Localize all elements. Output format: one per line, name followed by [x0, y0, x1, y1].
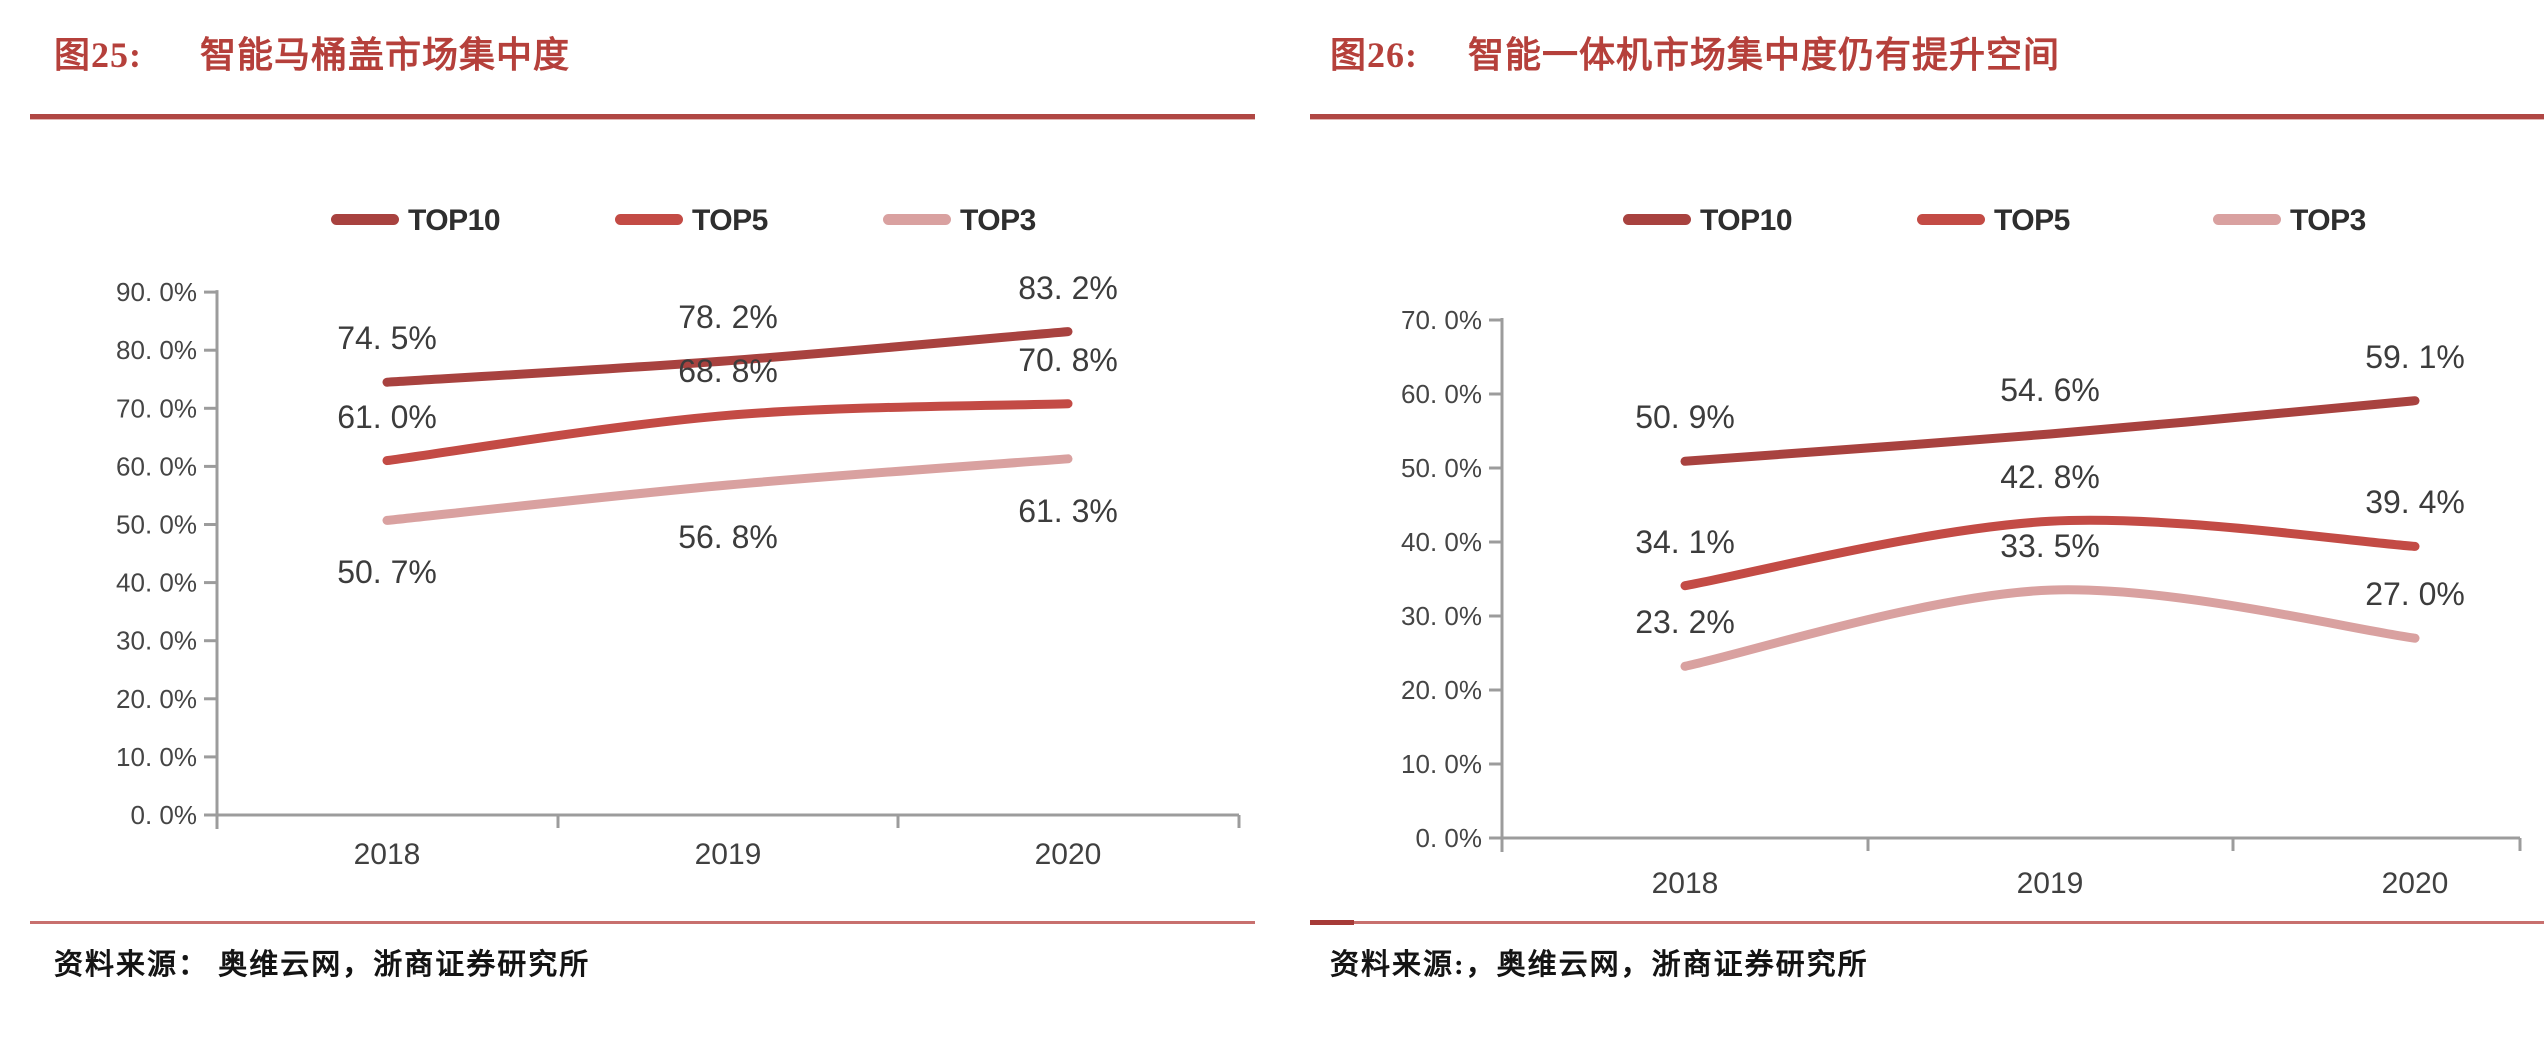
title-underline-rule	[30, 114, 1255, 120]
y-tick-label: 60. 0%	[1401, 379, 1482, 409]
legend-item-top5: TOP5	[615, 204, 768, 238]
y-tick-label: 40. 0%	[1401, 527, 1482, 557]
top10-line	[382, 327, 1073, 387]
figure-25-number: 图25:	[54, 35, 142, 75]
top10-data-label: 83. 2%	[1018, 270, 1118, 306]
footer-divider-rule	[30, 921, 1255, 924]
x-category-label: 2020	[1035, 838, 1102, 871]
legend-item-top3: TOP3	[2213, 204, 2366, 238]
top10-line	[1680, 396, 2420, 466]
top10-line-swatch	[1623, 213, 1691, 225]
legend-label-top3: TOP3	[2290, 204, 2366, 237]
y-tick-label: 80. 0%	[116, 335, 197, 365]
legend-label-top10: TOP10	[1700, 204, 1793, 237]
figure-25-title: 智能马桶盖市场集中度	[200, 35, 571, 75]
top3-data-label: 23. 2%	[1635, 604, 1735, 640]
title-underline-rule	[1310, 114, 2544, 120]
top3-line-swatch	[883, 213, 951, 225]
legend-label-top3: TOP3	[960, 204, 1036, 237]
top3-line	[382, 454, 1073, 525]
legend-label-top5: TOP5	[1994, 204, 2070, 237]
legend-label-top5: TOP5	[692, 204, 768, 237]
top5-data-label: 68. 8%	[678, 353, 778, 389]
top5-line-swatch	[1917, 213, 1985, 225]
legend-item-top10: TOP10	[331, 204, 501, 238]
top10-data-label: 54. 6%	[2000, 372, 2100, 408]
y-tick-label: 20. 0%	[1401, 675, 1482, 705]
figure-25-panel: 图25: 智能马桶盖市场集中度 TOP10 TOP5 TOP3 0. 0% 10.…	[30, 0, 1255, 1042]
footer-divider-dark-segment	[1310, 920, 1354, 925]
x-category-label: 2018	[1652, 867, 1719, 900]
legend-label-top10: TOP10	[408, 204, 501, 237]
y-tick-label: 50. 0%	[116, 510, 197, 540]
top10-data-label: 74. 5%	[337, 320, 437, 356]
source-note: 资料来源： 奥维云网，浙商证券研究所	[54, 949, 591, 981]
top5-data-label: 70. 8%	[1018, 342, 1118, 378]
y-tick-label: 0. 0%	[1416, 823, 1483, 853]
top5-data-label: 34. 1%	[1635, 524, 1735, 560]
y-tick-label: 90. 0%	[116, 277, 197, 307]
y-tick-label: 40. 0%	[116, 568, 197, 598]
footer-divider-rule	[1310, 921, 2544, 924]
x-category-label: 2019	[695, 838, 762, 871]
y-tick-label: 30. 0%	[116, 626, 197, 656]
top5-data-label: 42. 8%	[2000, 459, 2100, 495]
y-tick-label: 50. 0%	[1401, 453, 1482, 483]
line-chart-all-in-one-concentration: 0. 0% 10. 0% 20. 0% 30. 0% 40. 0% 50. 0% 60. 0…	[1401, 305, 2522, 900]
figure-26-number: 图26:	[1330, 35, 1418, 75]
top3-data-label: 61. 3%	[1018, 493, 1118, 529]
top5-line-swatch	[615, 213, 683, 225]
top5-data-label: 61. 0%	[337, 399, 437, 435]
top3-data-label: 50. 7%	[337, 554, 437, 590]
y-tick-label: 70. 0%	[1401, 305, 1482, 335]
top10-data-label: 50. 9%	[1635, 399, 1735, 435]
top5-line	[382, 399, 1073, 466]
figure-26-title: 智能一体机市场集中度仍有提升空间	[1468, 35, 2061, 75]
x-category-label: 2018	[354, 838, 421, 871]
top10-data-label: 78. 2%	[678, 299, 778, 335]
top5-line	[1680, 515, 2420, 591]
legend-item-top3: TOP3	[883, 204, 1036, 238]
top5-data-label: 39. 4%	[2365, 484, 2465, 520]
top3-data-label: 56. 8%	[678, 519, 778, 555]
line-chart-toilet-lid-concentration: 0. 0% 10. 0% 20. 0% 30. 0% 40. 0% 50. 0% 60. 0…	[116, 270, 1241, 871]
y-tick-label: 60. 0%	[116, 451, 197, 481]
figure-26-panel: 图26: 智能一体机市场集中度仍有提升空间 TOP10 TOP5 TOP3 0.…	[1310, 0, 2544, 1042]
y-tick-label: 70. 0%	[116, 393, 197, 423]
top3-data-label: 33. 5%	[2000, 528, 2100, 564]
top3-line-swatch	[2213, 213, 2281, 225]
y-tick-label: 10. 0%	[116, 742, 197, 772]
y-tick-label: 10. 0%	[1401, 749, 1482, 779]
top10-data-label: 59. 1%	[2365, 339, 2465, 375]
legend-item-top10: TOP10	[1623, 204, 1793, 238]
y-tick-label: 0. 0%	[131, 800, 198, 830]
y-tick-label: 30. 0%	[1401, 601, 1482, 631]
source-note: 资料来源:，奥维云网，浙商证券研究所	[1330, 949, 1869, 981]
legend-item-top5: TOP5	[1917, 204, 2070, 238]
x-category-label: 2020	[2382, 867, 2449, 900]
top3-line	[1680, 585, 2420, 671]
top3-data-label: 27. 0%	[2365, 576, 2465, 612]
y-tick-label: 20. 0%	[116, 684, 197, 714]
top10-line-swatch	[331, 213, 399, 225]
x-category-label: 2019	[2017, 867, 2084, 900]
